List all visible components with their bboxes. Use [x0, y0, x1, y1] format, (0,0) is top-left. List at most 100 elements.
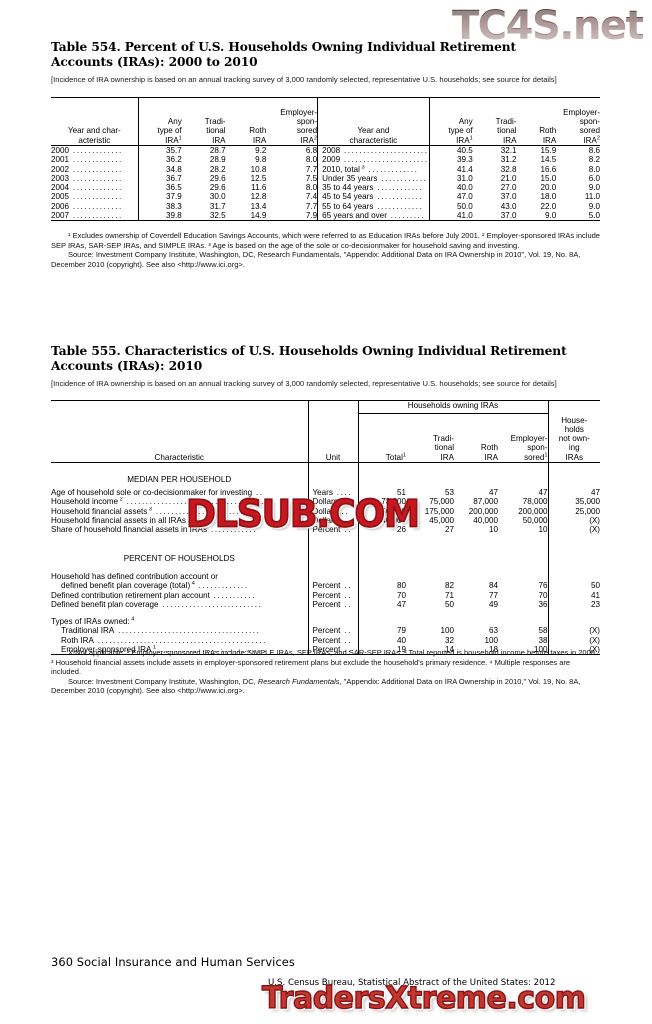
spacer-cell: [498, 563, 548, 571]
th-554-any-left: Any type of IRA1: [137, 97, 182, 146]
data-cell: 34.8: [137, 164, 182, 174]
section-heading-row: PERCENT OF HOUSEHOLDS: [51, 542, 600, 564]
data-cell: 22.0: [540, 201, 557, 211]
data-cell: 43.0: [500, 201, 517, 211]
data-cell: 31.7: [209, 201, 226, 211]
data-cell: (X): [547, 644, 600, 655]
table-554-body: 2000 ............. 35.7 28.7 9.2 6.8 2008 ...…: [51, 145, 600, 221]
data-cell: 58: [538, 626, 548, 636]
data-cell: (X): [547, 515, 600, 526]
data-cell: 8.0: [588, 164, 600, 174]
spacer-cell: [547, 484, 600, 488]
data-cell: 76: [538, 581, 548, 591]
data-cell: 35.7: [137, 145, 182, 156]
empty-cell: [454, 463, 498, 485]
empty-cell: [307, 462, 358, 484]
row-label: 2002 .............: [51, 164, 123, 174]
spacer-cell: [307, 563, 358, 572]
unit-cell: Percent ..: [307, 581, 358, 591]
data-cell: 87,000: [473, 497, 498, 507]
data-cell: 26: [357, 525, 406, 535]
data-cell: 38: [538, 635, 548, 645]
spacer-cell: [547, 563, 600, 572]
data-cell: 9.0: [545, 211, 557, 221]
spacer-cell: [547, 609, 600, 617]
th-555-characteristic: Characteristic: [154, 452, 204, 462]
data-cell: 6.8: [305, 146, 318, 155]
row-label: 2000 .............: [51, 146, 123, 155]
table-555-headnote: [Incidence of IRA ownership is based on …: [51, 379, 557, 388]
data-cell: 36.7: [137, 173, 182, 184]
data-cell: 10: [538, 525, 548, 535]
section-heading: MEDIAN PER HOUSEHOLD: [127, 474, 232, 484]
data-cell: 18.0: [540, 192, 557, 202]
data-cell: 39.3: [428, 155, 473, 165]
spacer-cell: [547, 534, 600, 543]
data-cell: 13.4: [250, 201, 267, 211]
data-cell: 80: [357, 581, 406, 591]
th-554-stub-right: Year and characteristic: [317, 97, 430, 146]
data-cell: 32.8: [500, 164, 517, 174]
empty-cell: [547, 462, 600, 484]
row-label: 2003 .............: [51, 173, 123, 183]
row-label: Defined benefit plan coverage ..........…: [51, 600, 263, 610]
table-row: 2002 ............. 34.8 28.2 10.8 7.7 2010, t…: [51, 164, 600, 174]
row-label: 2006 .............: [51, 201, 123, 211]
data-cell: 50: [444, 600, 454, 610]
data-cell: 7.7: [305, 201, 318, 211]
table-554-title-line2: Accounts (IRAs): 2000 to 2010: [51, 55, 258, 70]
th-555-traditional: Tradi- tional IRA: [433, 434, 454, 462]
th-554-trad-left: Tradi- tional IRA: [204, 117, 226, 145]
footer-page-label: 360 Social Insurance and Human Services: [51, 955, 295, 969]
empty-cell: [547, 571, 600, 582]
data-cell: 12.5: [250, 173, 267, 183]
data-cell: 40,000: [357, 515, 406, 526]
row-label: 55 to 64 years ............: [317, 201, 430, 212]
data-cell: 50,000: [522, 515, 548, 525]
unit-cell: Years ....: [307, 488, 358, 498]
data-cell: 7.9: [305, 211, 318, 221]
data-cell: 14.5: [540, 155, 557, 165]
table-row: Defined benefit plan coverage ..........…: [51, 600, 600, 610]
empty-cell: [357, 462, 406, 484]
spacer-cell: [454, 534, 498, 542]
data-cell: 38.3: [137, 201, 182, 212]
data-cell: 8.2: [588, 155, 600, 165]
th-554-stub-left-l2: acteristic: [78, 135, 111, 145]
empty-cell: [357, 571, 406, 582]
table-555-source: Source: Investment Company Institute, Wa…: [51, 676, 581, 696]
table-row: Household income 2 .....................…: [51, 497, 600, 507]
empty-cell: [547, 616, 600, 627]
data-cell: 78,000: [522, 497, 548, 507]
data-cell: 41.4: [428, 164, 473, 174]
table-554-title: Table 554. Percent of U.S. Households Ow…: [51, 40, 591, 70]
th-555-total: Total1: [357, 413, 406, 463]
fn-marker: 1: [469, 135, 473, 142]
data-cell: (X): [547, 525, 600, 535]
unit-cell: Dollars ..: [307, 506, 358, 516]
fn-marker: 3: [147, 506, 152, 512]
data-cell: 15.9: [540, 146, 557, 155]
data-cell: 41.0: [428, 211, 473, 221]
spacer-cell: [307, 534, 358, 543]
data-cell: 75,000: [429, 497, 454, 507]
data-cell: 40: [357, 635, 406, 645]
empty-cell: [406, 542, 454, 563]
table-row: Roth IRA ...............................…: [51, 635, 600, 645]
empty-cell: [406, 463, 454, 485]
table-555-title: Table 555. Characteristics of U.S. House…: [51, 344, 596, 374]
section-heading-row: MEDIAN PER HOUSEHOLD: [51, 462, 600, 485]
data-cell: 100: [440, 626, 454, 636]
table-row: Defined contribution retirement plan acc…: [51, 590, 600, 601]
th-554-stub-left-l1: Year and char-: [67, 126, 121, 136]
th-555-roth: Roth IRA: [480, 443, 498, 462]
data-cell: 32.5: [209, 211, 226, 221]
data-cell: 53: [444, 488, 454, 497]
row-label: 2009 ......................: [317, 155, 430, 165]
data-cell: 200,000: [468, 506, 498, 516]
table-555-title-line1: Table 555. Characteristics of U.S. House…: [51, 344, 567, 358]
spacer-cell: [498, 609, 548, 616]
unit-cell: Percent ..: [307, 525, 358, 535]
fn-marker: 1: [151, 644, 157, 651]
